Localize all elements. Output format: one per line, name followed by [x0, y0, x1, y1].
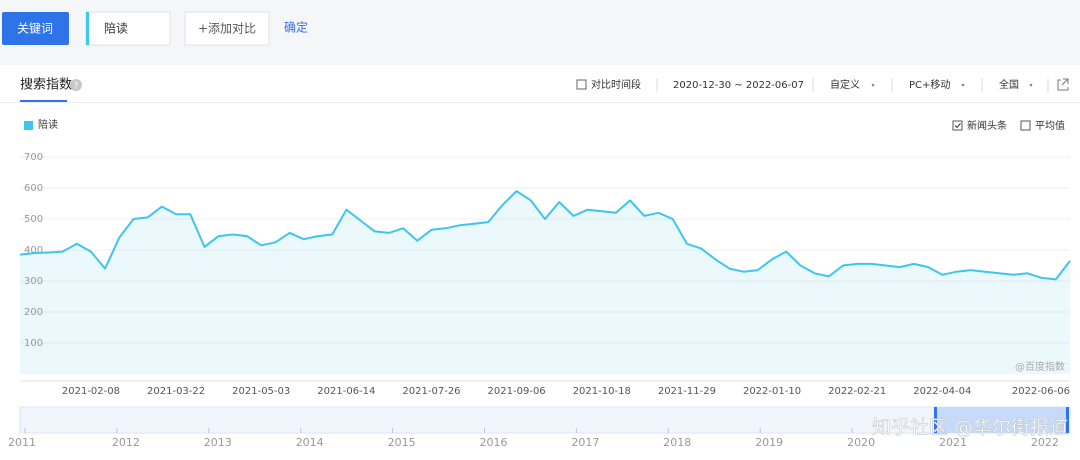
- y-tick-label: 400: [24, 245, 43, 256]
- x-tick-label: 2021-07-26: [402, 386, 460, 397]
- navigator-year: 2017: [571, 436, 599, 449]
- navigator-year: 2020: [847, 436, 875, 449]
- legend-swatch[interactable]: [24, 121, 33, 130]
- navigator-year: 2013: [204, 436, 232, 449]
- dropdown-arrow: [1029, 83, 1033, 87]
- navigator-selection[interactable]: [935, 407, 1068, 433]
- x-tick-label: 2021-10-18: [573, 386, 631, 397]
- average-label[interactable]: 平均值: [1035, 119, 1065, 132]
- add-compare-label[interactable]: +添加对比: [198, 22, 256, 36]
- x-tick-label: 2022-04-04: [913, 386, 971, 397]
- navigator[interactable]: [19, 406, 1071, 434]
- panel: [0, 65, 1080, 460]
- help-icon[interactable]: [70, 79, 82, 91]
- add-compare-button[interactable]: [184, 11, 270, 46]
- navigator-year: 2018: [663, 436, 691, 449]
- navigator-handle[interactable]: [934, 407, 937, 433]
- help-icon-glyph: ?: [74, 82, 79, 92]
- x-tick-label: 2022-01-10: [743, 386, 801, 397]
- series-line: [19, 190, 1071, 281]
- source-mark: @百度指数: [1015, 360, 1065, 373]
- x-tick-label: 2021-05-03: [232, 386, 290, 397]
- navigator-handle[interactable]: [1066, 407, 1069, 433]
- navigator-year: 2015: [388, 436, 416, 449]
- device-select[interactable]: PC+移动: [909, 78, 950, 91]
- keyword-text[interactable]: 陪读: [104, 21, 128, 36]
- dropdown-arrow: [871, 83, 875, 87]
- x-tick-label: 2021-02-08: [62, 386, 120, 397]
- keyword-button[interactable]: [2, 12, 69, 45]
- x-tick-label: 2021-09-06: [488, 386, 546, 397]
- tab-underline: [20, 100, 67, 102]
- compare-label[interactable]: 对比时间段: [591, 78, 641, 91]
- x-tick-label: 2021-06-14: [317, 386, 375, 397]
- y-tick-label: 200: [24, 307, 43, 318]
- news-label[interactable]: 新闻头条: [967, 119, 1007, 132]
- navigator-year: 2011: [8, 436, 36, 449]
- y-tick-label: 600: [24, 183, 43, 194]
- keyword-color: [86, 12, 89, 45]
- y-tick-label: 300: [24, 276, 43, 287]
- navigator-year: 2014: [296, 436, 324, 449]
- keyword-button-label[interactable]: 关键词: [17, 22, 53, 36]
- dropdown-arrow: [961, 83, 965, 87]
- confirm-link[interactable]: 确定: [284, 20, 308, 35]
- x-tick-label: 2021-03-22: [147, 386, 205, 397]
- navigator-year: 2016: [480, 436, 508, 449]
- news-checkbox[interactable]: [952, 120, 963, 131]
- navigator-years: 2011 2012 2013 2014 2015 2016 2017 2018 2019 2020…: [8, 428, 1059, 449]
- area-fill: [20, 191, 1070, 374]
- check-mark: [954, 123, 961, 129]
- average-checkbox[interactable]: [1020, 120, 1031, 131]
- compare-checkbox[interactable]: [576, 79, 587, 90]
- x-tick-label: 2022-06-06: [1012, 386, 1070, 397]
- navigator-year: 2019: [755, 436, 783, 449]
- y-tick-label: 100: [24, 338, 43, 349]
- navigator-year: 2022: [1031, 436, 1059, 449]
- legend-label[interactable]: 陪读: [38, 118, 58, 131]
- tab-label[interactable]: 搜索指数: [20, 78, 72, 93]
- date-range[interactable]: 2020-12-30 ~ 2022-06-07: [673, 80, 804, 91]
- navigator-year: 2012: [112, 436, 140, 449]
- chart: 100 200 300 400 500 600 700 2021-02-08 2021-03-2…: [19, 152, 1071, 397]
- y-tick-label: 500: [24, 214, 43, 225]
- share-icon[interactable]: [1057, 78, 1069, 91]
- y-tick-label: 700: [24, 152, 43, 163]
- region-select[interactable]: 全国: [999, 78, 1019, 91]
- keyword-input[interactable]: [85, 11, 171, 46]
- navigator-year: 2021: [939, 436, 967, 449]
- overlay-watermark: 知乎社区 @华尔街报道: [872, 417, 1068, 439]
- custom-select[interactable]: 自定义: [830, 78, 860, 91]
- x-tick-label: 2021-11-29: [658, 386, 716, 397]
- x-tick-label: 2022-02-21: [828, 386, 886, 397]
